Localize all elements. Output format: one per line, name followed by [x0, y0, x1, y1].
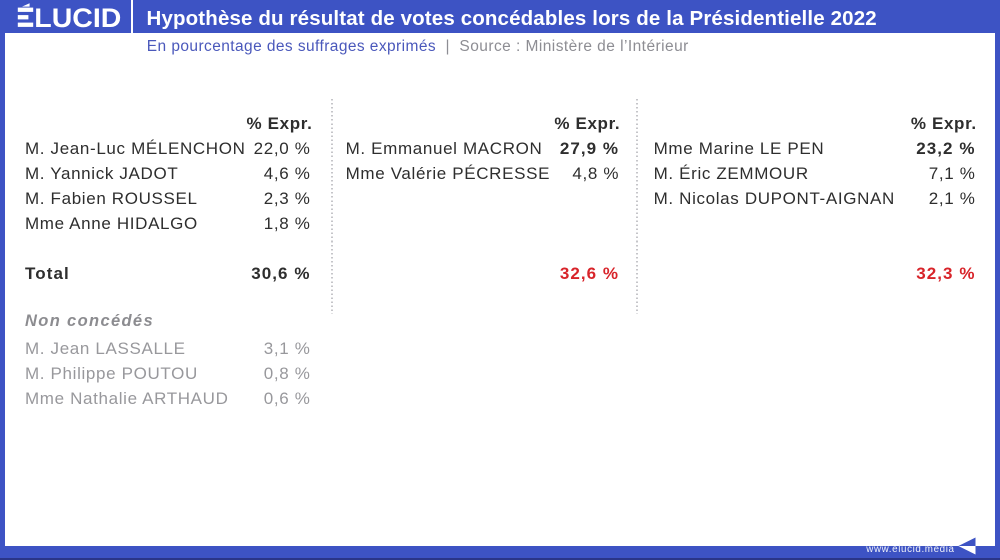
svg-text:LUCID: LUCID: [34, 3, 121, 33]
